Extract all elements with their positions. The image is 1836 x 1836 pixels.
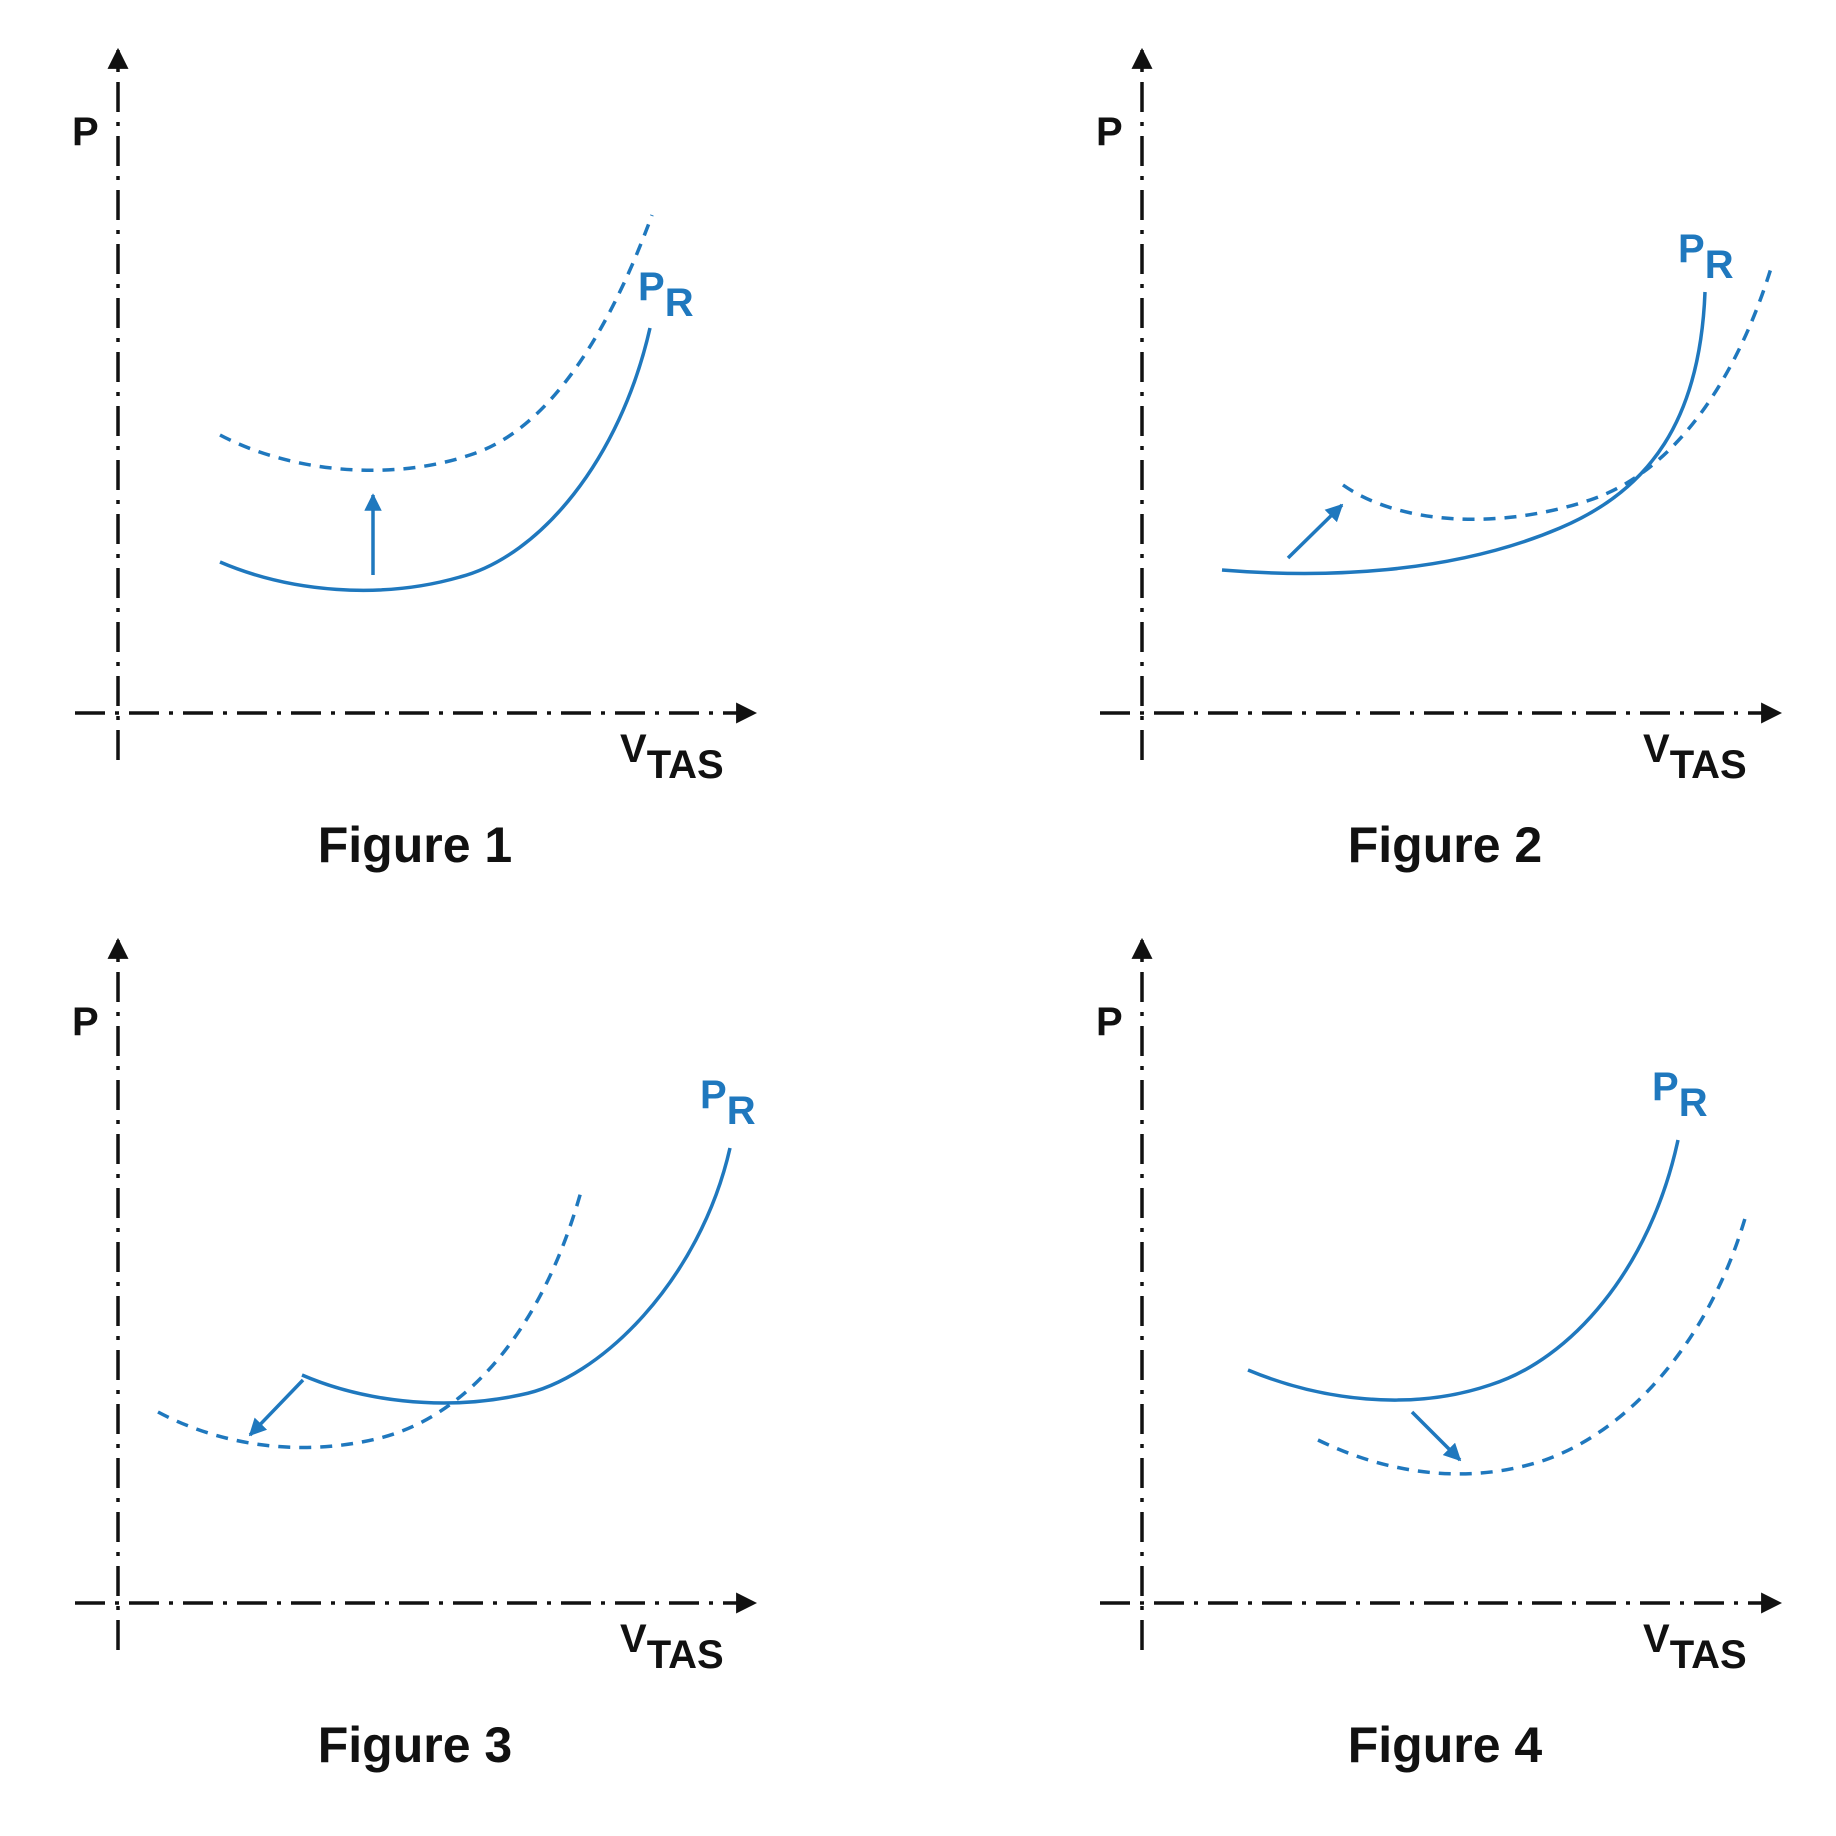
shift-arrow xyxy=(248,1378,305,1437)
shifted-power-curve xyxy=(1341,264,1774,522)
y-axis-label: P xyxy=(72,1000,99,1044)
curve-label: PR xyxy=(638,265,694,325)
figure-2: P VTAS PR Figure 2 xyxy=(1096,47,1783,873)
figure-1: P VTAS PR Figure 1 xyxy=(72,47,758,873)
curve-label: PR xyxy=(700,1073,756,1133)
figure-4: P VTAS PR Figure 4 xyxy=(1096,937,1783,1773)
required-power-curve xyxy=(1221,291,1707,576)
shifted-power-curve xyxy=(219,214,654,472)
x-axis-label: VTAS xyxy=(1643,727,1747,787)
required-power-curve xyxy=(301,1147,732,1405)
figure-3: P VTAS PR Figure 3 xyxy=(72,937,758,1773)
curve-label: PR xyxy=(1678,227,1734,287)
x-axis-label: VTAS xyxy=(1643,1617,1747,1677)
curve-label: PR xyxy=(1652,1065,1708,1125)
y-axis-label: P xyxy=(72,110,99,154)
figure-caption: Figure 4 xyxy=(1348,1717,1543,1773)
required-power-curve xyxy=(1247,1139,1680,1402)
shifted-power-curve xyxy=(1317,1214,1748,1476)
figure-caption: Figure 2 xyxy=(1348,817,1542,873)
x-axis-label: VTAS xyxy=(620,1617,724,1677)
y-axis-label: P xyxy=(1096,1000,1123,1044)
shift-arrow xyxy=(1410,1410,1462,1462)
figure-caption: Figure 1 xyxy=(318,817,512,873)
y-axis-label: P xyxy=(1096,110,1123,154)
x-axis-label: VTAS xyxy=(620,727,724,787)
required-power-curve xyxy=(219,327,652,593)
figure-caption: Figure 3 xyxy=(318,1717,512,1773)
shifted-power-curve xyxy=(157,1187,584,1450)
shift-arrow xyxy=(1286,503,1344,560)
